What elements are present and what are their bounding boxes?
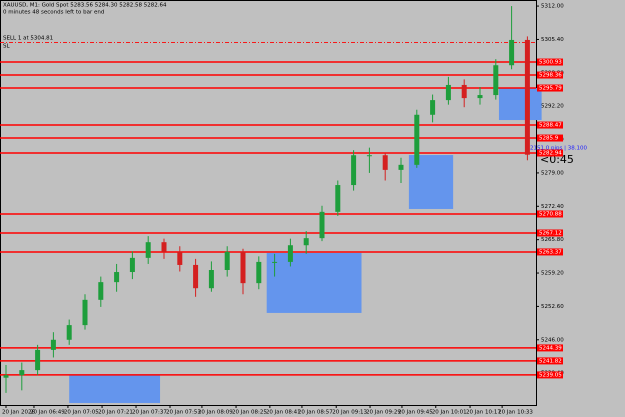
- level-label: 5298.36: [539, 73, 562, 79]
- candle-body: [430, 100, 436, 115]
- level-tag: [537, 134, 563, 142]
- candle-body: [256, 261, 262, 284]
- x-tick-label: 20 Jan 07:05: [64, 410, 99, 416]
- candle-body: [414, 114, 420, 165]
- level-label: 5300.93: [539, 60, 562, 66]
- level-label: 5288.47: [539, 123, 562, 129]
- candle-body: [129, 257, 135, 273]
- level-label: 5244.39: [539, 345, 562, 351]
- chart-title: XAUUSD, M1: Gold Spot 5283.56 5284.30 52…: [3, 3, 167, 9]
- plot-frame: [0, 0, 537, 406]
- y-tick-label: 5272.40: [541, 204, 564, 210]
- x-tick-label: 20 Jan 06:49: [30, 410, 65, 416]
- candle-body: [319, 211, 325, 239]
- level-tag: [537, 371, 563, 379]
- y-tick-label: 5246.00: [541, 337, 564, 343]
- candle-body: [240, 251, 246, 284]
- x-tick-label: 20 Jan 07:53: [166, 410, 201, 416]
- level-label: 5282.94: [539, 151, 562, 157]
- y-tick-label: 5252.60: [541, 304, 564, 310]
- candle-body: [351, 155, 357, 186]
- level-label: 5241.82: [539, 358, 562, 364]
- level-tag: [537, 121, 563, 129]
- level-label: 5270.88: [539, 211, 562, 217]
- level-label: 5263.37: [539, 249, 562, 255]
- candle-body: [50, 339, 56, 350]
- level-tag: [537, 229, 563, 237]
- level-tag: [537, 58, 563, 66]
- x-tick-label: 20 Jan 09:13: [332, 410, 367, 416]
- candle-body: [398, 164, 404, 170]
- candle-body: [477, 95, 483, 99]
- level-tag: [537, 149, 563, 157]
- zone: [69, 374, 161, 403]
- candle-body: [19, 370, 25, 376]
- candle-body: [272, 261, 278, 263]
- x-tick-label: 20 Jan 07:37: [132, 410, 167, 416]
- candle-body: [193, 264, 199, 289]
- candle-body: [382, 155, 388, 170]
- zone: [498, 88, 542, 121]
- level-tag: [537, 210, 563, 218]
- x-tick-label: 20 Jan 08:09: [198, 410, 233, 416]
- candle-body: [509, 39, 515, 66]
- y-tick-label: 5305.40: [541, 37, 564, 43]
- level-tag: [537, 344, 563, 352]
- level-label: 5295.79: [539, 86, 562, 92]
- sl-label: SL: [3, 44, 10, 50]
- x-tick-label: 20 Jan 08:25: [232, 410, 267, 416]
- candle-body: [82, 299, 88, 326]
- candle-body: [66, 325, 72, 340]
- x-tick-label: 20 Jan 10:17: [466, 410, 501, 416]
- candle-body: [161, 242, 167, 252]
- candle-body: [208, 270, 214, 289]
- level-label: 5239.05: [539, 372, 562, 378]
- candle-body: [524, 39, 530, 155]
- candle-body: [366, 155, 372, 157]
- candle-body: [3, 375, 9, 378]
- y-tick-label: 5279.00: [541, 170, 564, 176]
- candle-body: [445, 84, 451, 101]
- x-tick-label: 20 Jan 2026: [2, 410, 35, 416]
- x-tick-label: 20 Jan 07:21: [98, 410, 133, 416]
- candle-body: [287, 245, 293, 262]
- candle-body: [224, 251, 230, 270]
- x-tick-label: 20 Jan 08:41: [266, 410, 301, 416]
- x-tick-label: 20 Jan 10:33: [498, 410, 533, 416]
- measure-label: 2151.0 pips | 38.100: [530, 146, 587, 152]
- level-tag: [537, 71, 563, 79]
- candle-body: [461, 84, 467, 99]
- x-tick-label: 20 Jan 09:45: [398, 410, 433, 416]
- y-tick-label: 5265.80: [541, 237, 564, 243]
- level-label: 5285.9: [539, 136, 559, 142]
- candle-body: [98, 282, 104, 300]
- candle-body: [145, 242, 151, 258]
- timer: 0 minutes 48 seconds left to bar end: [3, 10, 104, 16]
- candle-body: [177, 251, 183, 265]
- y-tick-label: 5259.20: [541, 271, 564, 277]
- sell-label: SELL 1 at 5304.81: [3, 36, 53, 42]
- x-tick-label: 20 Jan 09:29: [366, 410, 401, 416]
- zone: [266, 252, 362, 313]
- x-tick-label: 20 Jan 08:57: [298, 410, 333, 416]
- candle-body: [114, 272, 120, 283]
- level-tag: [537, 248, 563, 256]
- x-tick-label: 20 Jan 10:01: [432, 410, 467, 416]
- candle-body: [35, 349, 41, 371]
- level-tag: [537, 84, 563, 92]
- level-label: 5267.12: [539, 230, 562, 236]
- candle-body: [303, 238, 309, 246]
- y-tick-label: 5292.20: [541, 104, 564, 110]
- level-tag: [537, 357, 563, 365]
- y-tick-label: 5312.00: [541, 4, 564, 10]
- candle-body: [335, 185, 341, 212]
- candle-body: [493, 65, 499, 96]
